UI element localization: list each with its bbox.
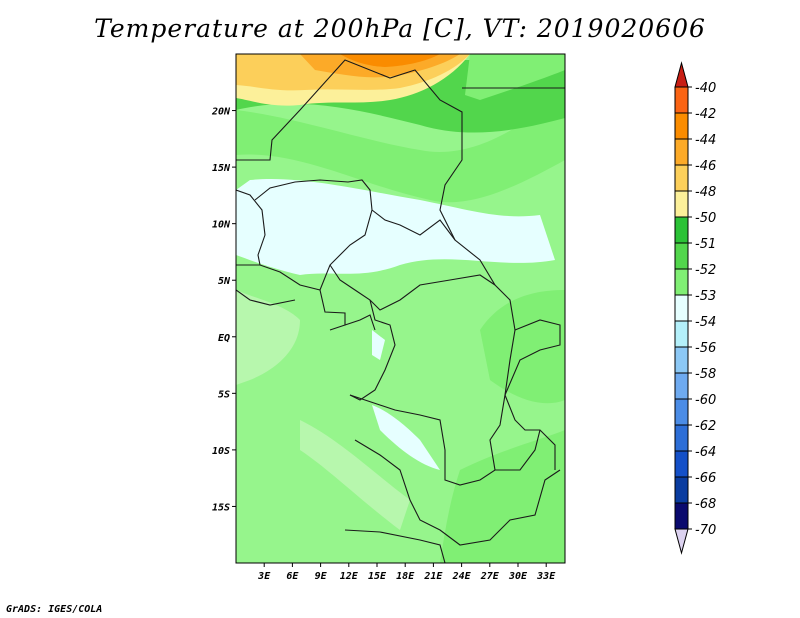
lon-tick-label: 12E	[340, 571, 359, 582]
colorbar-bottom-arrow	[674, 528, 689, 555]
colorbar-label: -40	[695, 81, 716, 96]
lon-tick-label: 3E	[257, 571, 271, 582]
colorbar-label: -58	[695, 367, 716, 382]
lat-tick-label: 10N	[212, 220, 231, 231]
lon-tick-label: 9E	[315, 571, 328, 582]
colorbar-label: -46	[695, 159, 716, 174]
field-patch-54-center	[372, 330, 385, 360]
colorbar-label: -68	[695, 497, 716, 512]
border-line	[236, 59, 516, 471]
colorbar-swatch	[674, 398, 689, 426]
colorbar-swatch	[674, 216, 689, 244]
field-patch-54	[236, 179, 555, 275]
lon-tick-label: 33E	[536, 571, 556, 582]
lat-tick-label: 15N	[212, 163, 231, 174]
colorbar-swatch	[674, 138, 689, 166]
longitude-axis: 3E 6E 9E 12E 15E 18E 21E 24E 27E 30E 33E	[257, 563, 556, 582]
colorbar-label: -51	[695, 237, 716, 252]
colorbar-swatch	[674, 372, 689, 400]
colorbar-top-arrow	[674, 61, 689, 88]
colorbar-swatch	[674, 164, 689, 192]
border-line	[344, 314, 376, 331]
lon-tick-label: 27E	[480, 571, 500, 582]
border-line	[236, 189, 266, 266]
lon-tick-label: 30E	[508, 571, 528, 582]
colorbar-swatch	[674, 450, 689, 478]
border-line	[319, 289, 346, 331]
map-frame	[235, 53, 566, 564]
border-line	[504, 319, 561, 396]
border-line	[344, 529, 446, 563]
colorbar-label: -64	[695, 445, 716, 460]
lon-tick-label: 15E	[368, 571, 387, 582]
colorbar-label: -54	[695, 315, 716, 330]
colorbar-label: -44	[695, 133, 716, 148]
colorbar-swatch	[674, 86, 689, 114]
country-borders	[236, 59, 565, 563]
lon-tick-label: 18E	[396, 571, 415, 582]
colorbar-label: -70	[695, 523, 716, 538]
field-patch-52	[236, 90, 565, 203]
colorbar-label: -48	[695, 185, 716, 200]
colorbar-swatch	[674, 294, 689, 322]
field-patch-light-west	[236, 290, 300, 385]
border-line	[504, 394, 556, 470]
lat-tick-label: 20N	[211, 107, 231, 118]
field-patch-52-east	[480, 290, 565, 404]
lat-tick-label: EQ	[218, 333, 230, 344]
colorbar-label: -66	[695, 471, 716, 486]
border-line	[349, 394, 541, 486]
border-line	[371, 209, 456, 241]
lon-tick-label: 24E	[452, 571, 472, 582]
field-patch-52-south	[440, 430, 565, 563]
colorbar-label: -60	[695, 393, 716, 408]
colorbar-label: -52	[695, 263, 716, 278]
border-line	[236, 179, 373, 291]
field-patch-light-south	[300, 420, 410, 530]
field-patch-54-south	[372, 405, 440, 470]
chart-title: Temperature at 200hPa [C], VT: 201902060…	[94, 14, 706, 43]
colorbar: -40 -42 -44 -46 -48 -50 -51 -52 -53 -54 -56 -58 -60 -…	[674, 61, 716, 555]
colorbar-label: -42	[695, 107, 716, 122]
colorbar-label: -62	[695, 419, 716, 434]
colorbar-swatch	[674, 242, 689, 270]
colorbar-swatch	[674, 112, 689, 140]
lat-tick-label: 5S	[218, 389, 230, 400]
lat-tick-label: 15S	[212, 502, 230, 513]
colorbar-label: -50	[695, 211, 716, 226]
colorbar-swatch	[674, 346, 689, 374]
colorbar-swatch	[674, 320, 689, 348]
colorbar-swatch	[674, 190, 689, 218]
lon-tick-label: 21E	[423, 571, 443, 582]
latitude-axis: 20N 15N 10N 5N EQ 5S 10S 15S	[211, 107, 236, 513]
footer-credit: GrADS: IGES/COLA	[6, 604, 103, 615]
colorbar-label: -53	[695, 289, 716, 304]
colorbar-swatch	[674, 502, 689, 530]
lat-tick-label: 10S	[212, 446, 230, 457]
border-line	[354, 439, 561, 546]
lat-tick-label: 5N	[218, 276, 231, 287]
border-line	[349, 299, 396, 401]
colorbar-label: -56	[695, 341, 716, 356]
border-line	[236, 289, 296, 306]
temperature-field	[236, 54, 565, 563]
field-patch-44	[340, 54, 440, 67]
colorbar-swatch	[674, 424, 689, 452]
lon-tick-label: 6E	[286, 571, 299, 582]
border-line	[329, 264, 496, 311]
colorbar-swatch	[674, 476, 689, 504]
colorbar-swatch	[674, 268, 689, 296]
